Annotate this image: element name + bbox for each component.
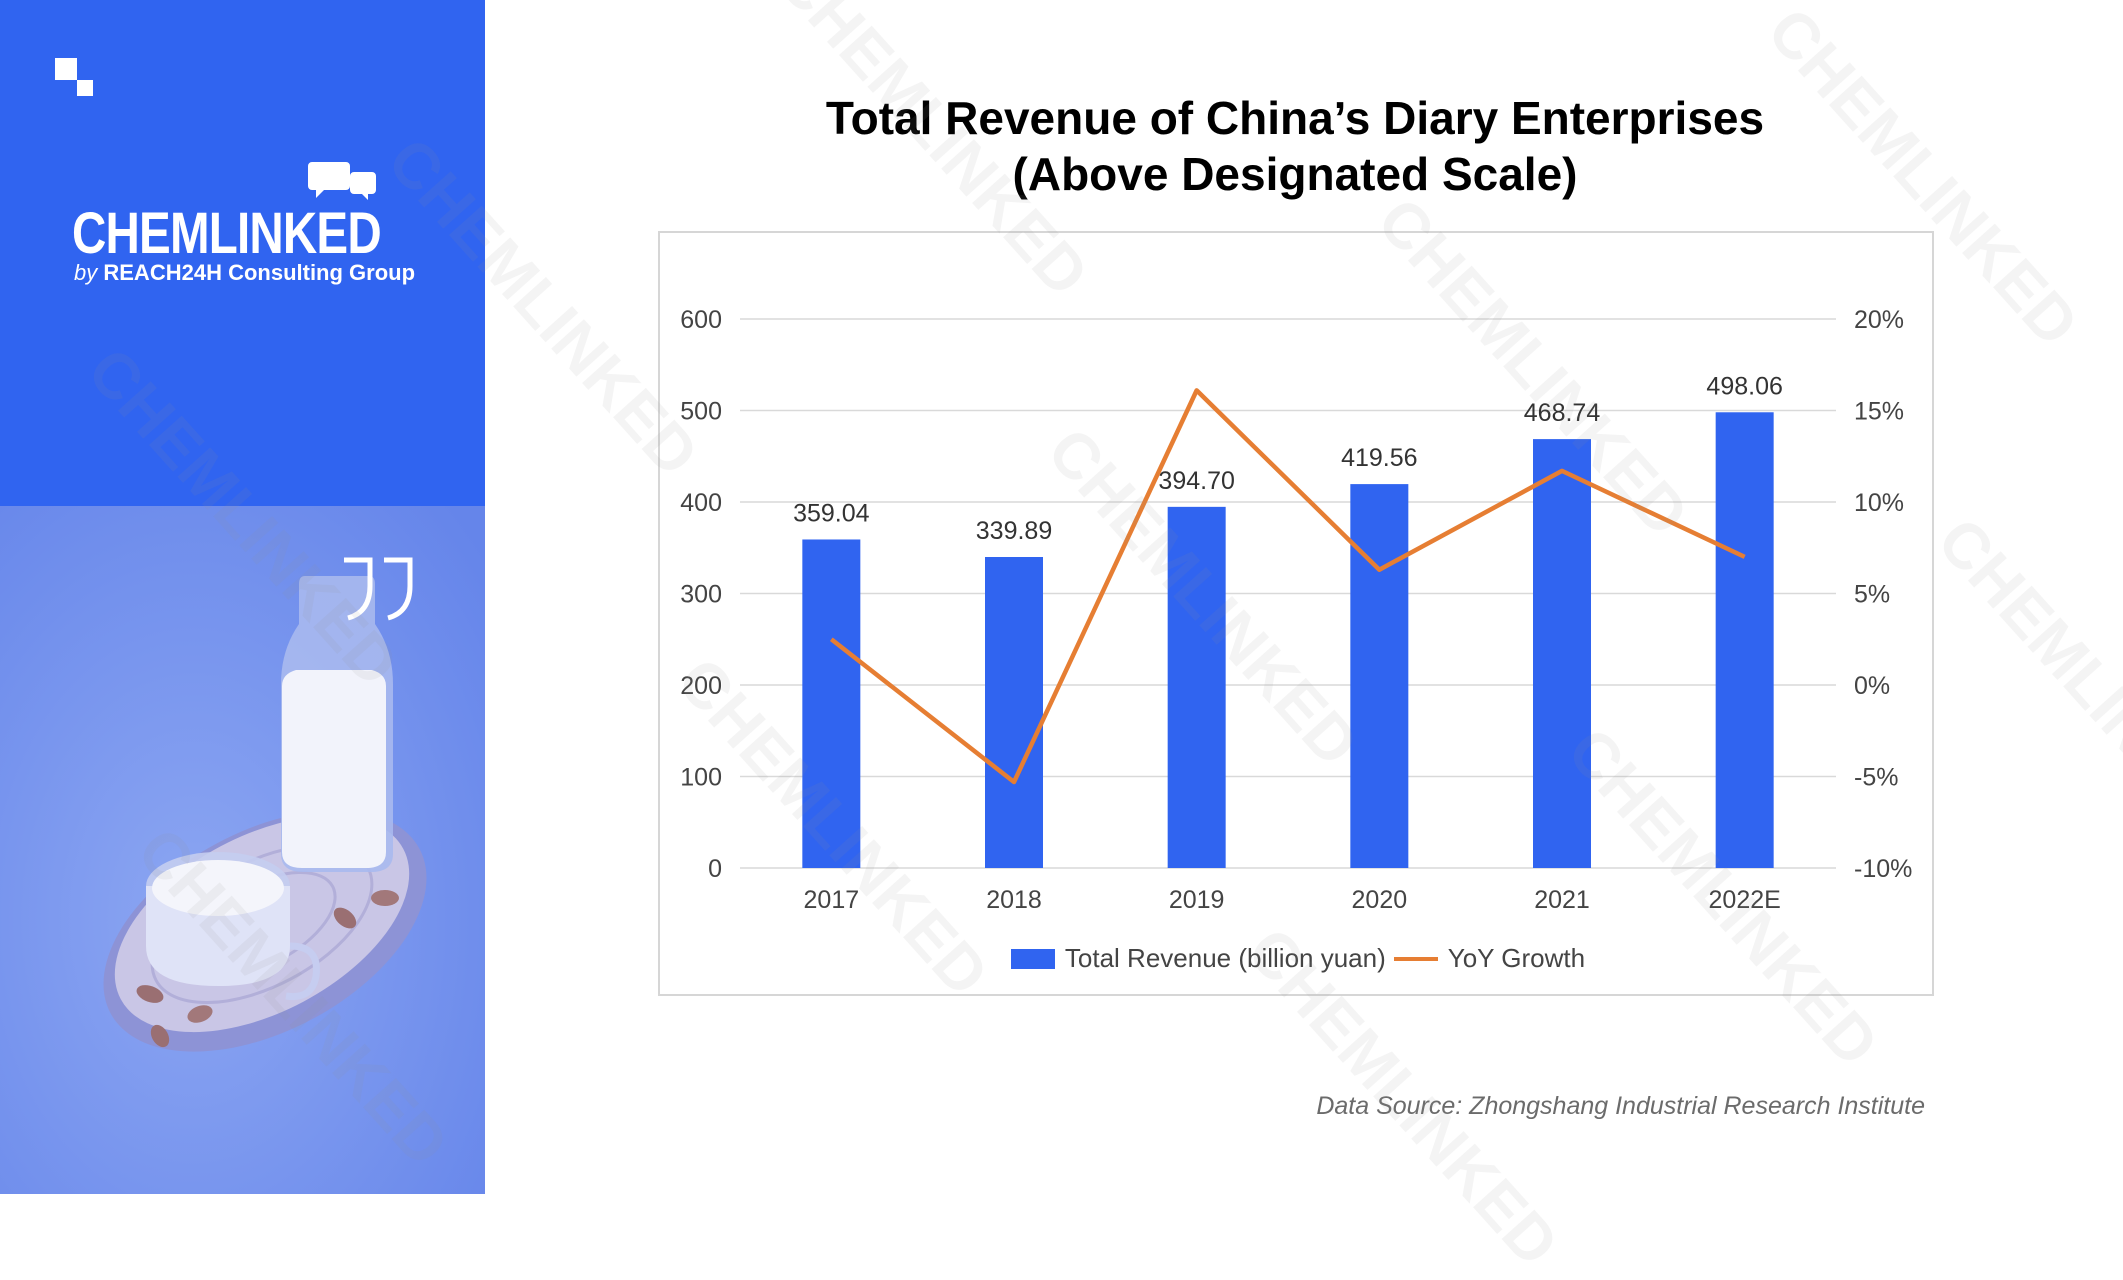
legend-item-growth: YoY Growth	[1394, 943, 1585, 974]
revenue-data-label: 359.04	[793, 499, 870, 527]
revenue-bar	[1350, 484, 1408, 868]
revenue-bar	[985, 557, 1043, 868]
y-left-tick-label: 100	[680, 764, 722, 792]
chart-title-line-2: (Above Designated Scale)	[620, 146, 1970, 202]
x-tick-label: 2022E	[1709, 886, 1781, 914]
y-left-tick-label: 600	[680, 306, 722, 334]
revenue-bar	[1716, 412, 1774, 868]
brand-logo: CHEMLINKED by REACH24H Consulting Group	[72, 160, 382, 290]
brand-name: CHEMLINKED	[72, 200, 381, 267]
legend-item-revenue: Total Revenue (billion yuan)	[1011, 943, 1386, 974]
revenue-data-label: 419.56	[1341, 444, 1417, 472]
y-left-tick-label: 300	[680, 581, 722, 609]
revenue-data-label: 498.06	[1706, 372, 1782, 400]
yoy-growth-line	[831, 390, 1744, 782]
brand-block: CHEMLINKED by REACH24H Consulting Group	[0, 0, 485, 506]
y-left-tick-label: 400	[680, 489, 722, 517]
y-right-tick-label: 5%	[1854, 581, 1890, 609]
x-tick-label: 2017	[804, 886, 860, 914]
revenue-data-label: 468.74	[1524, 399, 1601, 427]
brand-tagline-by: by	[74, 260, 97, 285]
quote-icon	[338, 554, 418, 624]
legend-swatch-bar	[1011, 949, 1055, 969]
x-tick-label: 2020	[1352, 886, 1408, 914]
y-right-tick-label: 15%	[1854, 398, 1904, 426]
legend-swatch-line	[1394, 957, 1438, 961]
x-tick-label: 2021	[1534, 886, 1590, 914]
revenue-data-label: 339.89	[976, 517, 1052, 545]
chart-plot: 0 100 200 300 400 500 600 -10% -5% 0% 5% 10% 15% 20% 3…	[660, 233, 1936, 998]
watermark: CHEMLINKED	[1923, 504, 2123, 871]
y-left-tick-label: 200	[680, 672, 722, 700]
y-right-tick-label: 0%	[1854, 672, 1890, 700]
legend-label-growth: YoY Growth	[1448, 943, 1585, 974]
y-right-tick-label: 20%	[1854, 306, 1904, 334]
brand-tagline-company: REACH24H Consulting Group	[103, 260, 415, 285]
corner-logo-mark-icon	[55, 58, 99, 102]
revenue-bar	[1168, 507, 1226, 868]
y-left-tick-label: 500	[680, 398, 722, 426]
y-left-tick-label: 0	[708, 855, 722, 883]
milk-photo	[0, 506, 485, 1194]
x-tick-label: 2019	[1169, 886, 1225, 914]
revenue-bar	[802, 539, 860, 868]
y-right-tick-label: -10%	[1854, 855, 1912, 883]
chart-title-line-1: Total Revenue of China’s Diary Enterpris…	[620, 90, 1970, 146]
x-tick-label: 2018	[986, 886, 1042, 914]
y-right-tick-label: -5%	[1854, 764, 1898, 792]
chart-frame: 0 100 200 300 400 500 600 -10% -5% 0% 5% 10% 15% 20% 3…	[658, 231, 1934, 996]
revenue-bar	[1533, 439, 1591, 868]
left-panel: CHEMLINKED by REACH24H Consulting Group	[0, 0, 485, 1194]
data-source: Data Source: Zhongshang Industrial Resea…	[1316, 1092, 1925, 1121]
legend-label-revenue: Total Revenue (billion yuan)	[1065, 943, 1386, 974]
chart-legend: Total Revenue (billion yuan) YoY Growth	[660, 943, 1936, 974]
brand-tagline: by REACH24H Consulting Group	[74, 260, 415, 286]
revenue-data-label: 394.70	[1158, 467, 1234, 495]
y-right-tick-label: 10%	[1854, 489, 1904, 517]
chart-title: Total Revenue of China’s Diary Enterpris…	[620, 90, 1970, 202]
chat-bubbles-icon	[308, 160, 378, 204]
